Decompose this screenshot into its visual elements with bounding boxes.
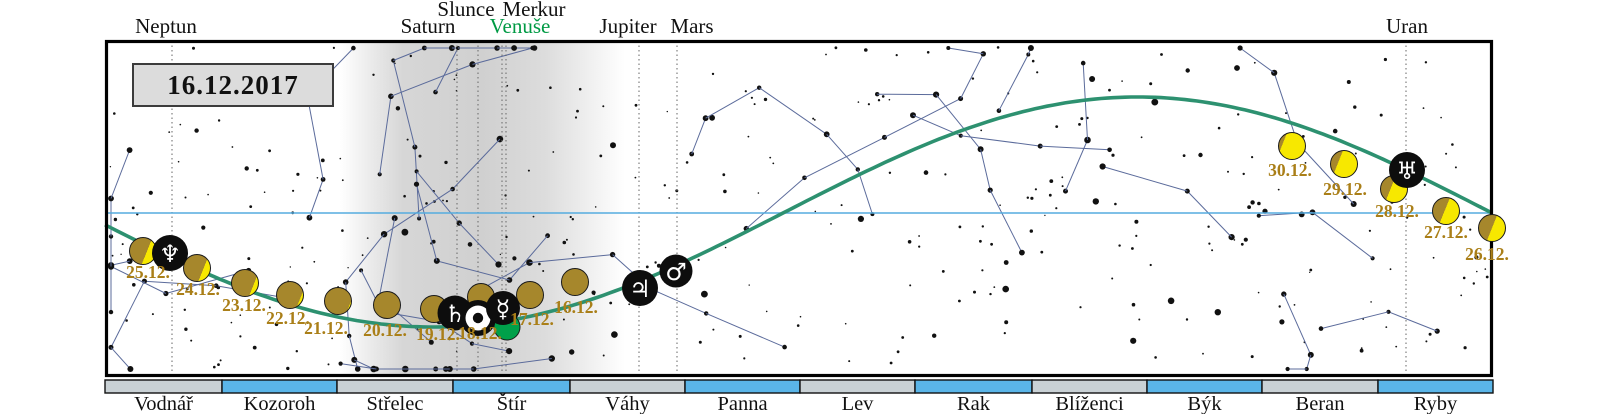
zodiac-segment-7 [799, 379, 916, 394]
moon-20.12 [373, 291, 401, 319]
planet-uran [1389, 152, 1425, 188]
zodiac-segment-5 [569, 379, 686, 394]
moon-date-label: 22.12. [266, 308, 310, 328]
moon-21.12 [324, 287, 352, 315]
moon-23.12 [231, 269, 259, 297]
planet-label-slunce: Slunce [437, 0, 494, 21]
zodiac-segment-12 [1377, 379, 1494, 394]
zodiac-label-11: Beran [1296, 393, 1345, 414]
planet-label-uran: Uran [1386, 14, 1428, 38]
planet-label-venuse: Venuše [490, 14, 551, 38]
planet-label-merkur: Merkur [503, 0, 566, 21]
moon-date-label: 27.12. [1424, 222, 1468, 242]
moon-date-labels: 16.12.17.12. 18.12.19.12. 20.12. 21.12.22.1… [126, 160, 1509, 344]
moon-date-label: 28.12. [1375, 201, 1419, 221]
moon-24.12 [183, 254, 211, 282]
moon-date-label: 16.12. [554, 297, 598, 317]
planet-uran-icon: ♅ [1396, 157, 1418, 185]
zodiac-segment-11 [1261, 379, 1379, 394]
sun-center-dot [472, 312, 484, 324]
zodiac-segment-6 [684, 379, 801, 394]
moon-26.12 [1478, 214, 1506, 242]
zodiac-label-7: Lev [842, 393, 875, 414]
zodiac-label-3: Střelec [367, 393, 424, 414]
zodiac-segment-10 [1146, 379, 1263, 394]
moon-30.12 [1278, 132, 1306, 160]
zodiac-label-4: Štír [497, 391, 527, 414]
zodiac-segment-1 [104, 379, 223, 394]
moon-date-label: 26.12. [1465, 244, 1509, 264]
planet-label-neptun: Neptun [135, 14, 197, 38]
zodiac-band: Vodnář Kozoroh Střelec Štír Váhy Panna Lev Rak B… [104, 379, 1494, 414]
zodiac-label-5: Váhy [605, 393, 650, 414]
ecliptic-curve [104, 95, 1492, 329]
zodiac-segment-3 [336, 379, 454, 394]
zodiac-segment-4 [452, 379, 571, 394]
planet-label-saturn: Saturn [401, 14, 456, 38]
moon-date-label: 17.12. [510, 309, 554, 329]
moon-date-label: 29.12. [1323, 179, 1367, 199]
moon-16.12 [561, 268, 589, 296]
zodiac-segment-8 [914, 379, 1033, 394]
moon-27.12 [1432, 197, 1460, 225]
planet-mars [659, 254, 693, 288]
moon-date-label: 21.12. [304, 318, 348, 338]
moon-date-label: 24.12. [176, 279, 220, 299]
zodiac-label-10: Býk [1187, 393, 1222, 414]
moon-date-label: 23.12. [222, 295, 266, 315]
moon-date-label: 30.12. [1268, 160, 1312, 180]
planet-mars-icon: ♂ [665, 258, 687, 286]
moon-29.12 [1330, 150, 1358, 178]
planet-label-jupiter: Jupiter [599, 14, 656, 38]
zodiac-label-1: Vodnář [134, 393, 193, 414]
moon-date-label: 18.12. [458, 323, 502, 343]
zodiac-label-8: Rak [957, 393, 991, 414]
zodiac-segment-9 [1031, 379, 1148, 394]
moon-date-label: 19.12. [416, 324, 460, 344]
zodiac-label-12: Ryby [1414, 393, 1458, 414]
zodiac-label-9: Blíženci [1055, 393, 1124, 414]
zodiac-label-2: Kozoroh [244, 393, 316, 414]
planet-neptun-icon: ♆ [159, 240, 181, 268]
moon-17.12 [516, 281, 544, 309]
date-box-label: 16.12.2017 [167, 69, 299, 100]
planet-jupiter [622, 270, 658, 306]
zodiac-segment-2 [221, 379, 338, 394]
chart-frame [104, 39, 1494, 378]
planet-jupiter-icon: ♃ [629, 275, 651, 303]
planet-merkur-icon: ☿ [496, 295, 511, 323]
planet-neptun [152, 235, 188, 271]
date-box: 16.12.2017 [132, 63, 334, 107]
moon-date-label: 20.12. [363, 320, 407, 340]
planet-merkur [486, 291, 520, 325]
planet-label-mars: Mars [670, 14, 713, 38]
planet-symbols: ♆♄ ☿♃♂♅ [152, 152, 1425, 341]
moon-22.12 [276, 281, 304, 309]
zodiac-label-6: Panna [717, 393, 767, 414]
moon-date-label: 25.12. [126, 262, 170, 282]
